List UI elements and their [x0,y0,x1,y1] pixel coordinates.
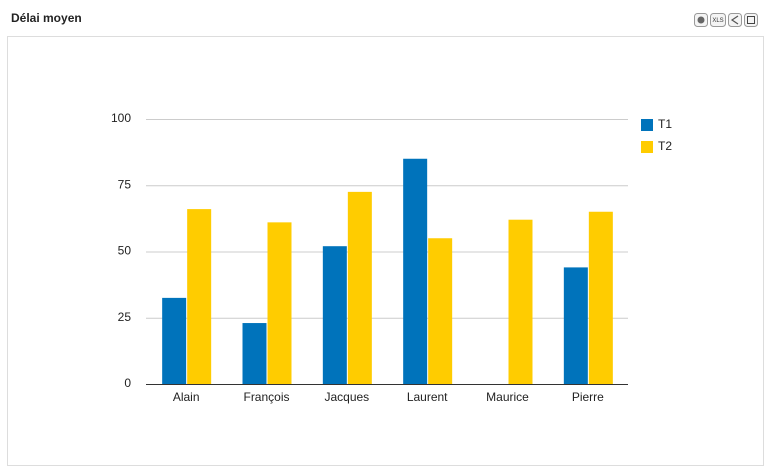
bar [162,297,187,384]
x-tick-label: Alain [173,390,200,404]
maximize-icon [747,16,755,24]
y-tick-label: 100 [111,111,131,125]
panel [7,36,764,466]
legend-label: T2 [658,139,672,153]
bar [242,323,267,384]
bar [322,246,347,384]
export-button[interactable] [710,13,726,27]
y-tick-label: 0 [124,376,131,390]
bar [267,222,292,384]
bar [403,158,428,384]
x-tick-label: Maurice [486,390,529,404]
bar [347,191,372,384]
x-tick-label: Jacques [324,390,369,404]
legend-swatch [641,141,653,153]
export-label: XLS [712,18,723,24]
y-tick-label: 25 [118,310,132,324]
share-icon [730,15,739,25]
chart-title: Délai moyen [11,11,82,25]
settings-icon [697,16,705,24]
share-button[interactable] [728,13,742,27]
bar [563,267,588,384]
bar [588,211,613,384]
y-tick-label: 75 [118,177,132,191]
bar [428,238,453,384]
bar [508,219,533,384]
y-tick-label: 50 [118,244,132,258]
legend-swatch [641,119,653,131]
x-tick-label: Laurent [407,390,448,404]
x-tick-label: Pierre [572,390,604,404]
bar [187,209,212,384]
maximize-button[interactable] [744,13,758,27]
legend-label: T1 [658,117,672,131]
x-tick-label: François [243,390,289,404]
